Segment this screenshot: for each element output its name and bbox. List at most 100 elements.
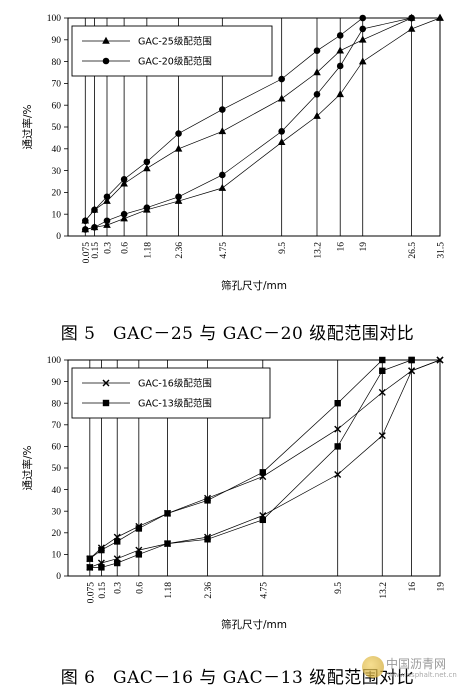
x-tick-label: 1.18 [143, 242, 153, 259]
x-tick-label: 19 [437, 582, 447, 592]
data-point-triangle [313, 68, 321, 76]
y-tick-label: 80 [52, 399, 62, 409]
data-point-square [204, 536, 211, 543]
data-point-square [135, 525, 143, 532]
data-point-circle [143, 204, 151, 211]
y-tick-label: 0 [56, 572, 61, 582]
x-tick-label: 19 [359, 242, 369, 252]
legend-label: GAC-20级配范围 [138, 56, 212, 68]
y-axis-label: 通过率/% [21, 445, 34, 490]
y-tick-label: 20 [52, 529, 62, 539]
data-point-x [408, 367, 416, 375]
x-tick-label: 13.2 [313, 242, 323, 259]
data-point-square [114, 559, 121, 567]
legend-marker-x [102, 379, 110, 387]
data-point-triangle [336, 90, 345, 98]
x-tick-label: 26.5 [408, 242, 418, 259]
data-point-circle [278, 75, 285, 83]
legend: GAC-25级配范围 GAC-20级配范围 [71, 25, 273, 77]
data-point-square [86, 564, 94, 571]
y-tick-label: 0 [56, 232, 61, 242]
y-tick-label: 90 [52, 36, 62, 46]
data-point-circle [91, 223, 98, 231]
data-point-circle [175, 130, 182, 137]
y-tick-label: 60 [52, 101, 62, 111]
data-point-circle [81, 217, 89, 225]
x-tick-label: 9.5 [278, 242, 288, 254]
y-tick-label: 70 [52, 80, 62, 90]
data-point-square [259, 516, 266, 524]
data-point-square [379, 367, 386, 374]
y-tick-label: 50 [52, 123, 62, 133]
y-tick-label: 40 [52, 145, 62, 155]
data-point-circle [219, 106, 226, 113]
x-tick-label: 2.36 [204, 582, 214, 599]
data-point-triangle [120, 214, 128, 222]
x-tick-label: 16 [337, 242, 347, 252]
legend-box [71, 25, 273, 77]
chart-gac25-gac20: 0 10 20 30 40 50 60 70 80 90 100 0.075 0.15 0.3 0.6 1.1… [21, 13, 447, 292]
data-point-triangle [407, 24, 416, 32]
legend-marker-square [102, 399, 110, 407]
series-line-square-upper [89, 359, 412, 559]
y-tick-label: 100 [47, 356, 62, 366]
data-point-circle [103, 193, 111, 201]
data-point-circle [313, 91, 321, 98]
x-tick-label: 0.075 [86, 582, 96, 604]
x-axis-label: 筛孔尺寸/mm [221, 618, 287, 631]
series-line-square-lower [89, 359, 412, 568]
data-point-circle [278, 128, 285, 135]
figure-5-caption: 图 5 GAC－25 与 GAC－20 级配范围对比 [60, 324, 415, 344]
data-point-square [98, 546, 105, 554]
data-point-circle [81, 226, 89, 233]
data-point-triangle [120, 179, 128, 187]
data-point-x [378, 388, 386, 396]
data-point-circle [359, 14, 367, 22]
data-point-circle [91, 206, 98, 214]
data-point-triangle [358, 57, 367, 65]
x-tick-label: 0.6 [121, 242, 131, 254]
data-point-triangle [174, 196, 183, 204]
data-point-square [164, 540, 171, 547]
y-tick-label: 60 [52, 443, 62, 453]
x-tick-label: 0.15 [91, 242, 101, 259]
data-point-triangle [174, 144, 183, 152]
data-point-circle [359, 25, 367, 33]
y-tick-label: 30 [52, 507, 62, 517]
data-point-x [436, 356, 444, 364]
watermark-text: 中国沥青网 [386, 657, 447, 671]
legend-marker-triangle [102, 36, 110, 44]
x-tick-label: 2.36 [175, 242, 185, 259]
legend-marker-circle [102, 57, 110, 65]
x-tick-label: 0.3 [103, 242, 113, 254]
x-tick-label: 4.75 [259, 582, 269, 599]
x-tick-label: 0.6 [135, 582, 145, 594]
data-point-square [114, 538, 121, 545]
watermark-url: www.asphalt.net.cn [388, 671, 457, 679]
data-point-triangle [218, 127, 227, 135]
y-tick-label: 90 [52, 378, 62, 388]
y-tick-label: 30 [52, 167, 62, 177]
data-point-circle [175, 193, 182, 201]
data-point-triangle [436, 13, 444, 21]
data-point-square [334, 400, 341, 407]
data-point-triangle [336, 46, 345, 54]
x-axis-label: 筛孔尺寸/mm [221, 279, 287, 292]
data-point-square [334, 443, 341, 450]
figure-6-caption: 图 6 GAC－16 与 GAC－13 级配范围对比 [60, 668, 415, 688]
legend-label: GAC-13级配范围 [138, 398, 212, 410]
x-tick-label: 4.75 [219, 242, 229, 259]
data-point-triangle [143, 164, 151, 172]
y-tick-label: 80 [52, 58, 62, 68]
data-point-circle [120, 210, 128, 218]
data-point-square [204, 497, 211, 504]
x-tick-label: 13.2 [379, 582, 389, 599]
x-tick-label: 16 [408, 582, 418, 592]
data-point-circle [103, 217, 111, 225]
data-point-x [378, 432, 386, 440]
x-tick-label: 9.5 [334, 582, 344, 594]
data-point-circle [408, 14, 415, 22]
data-point-square [379, 356, 386, 364]
data-point-triangle [103, 196, 111, 204]
x-tick-label: 31.5 [437, 242, 447, 259]
